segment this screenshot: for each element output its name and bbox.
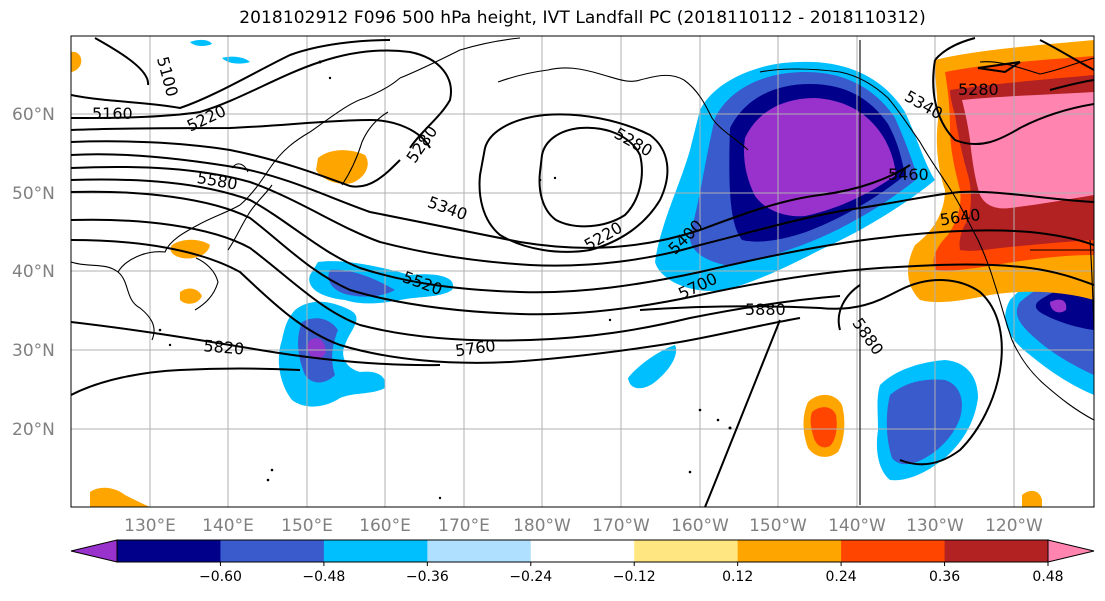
- lon-label-160w: 160°W: [671, 516, 729, 536]
- colorbar-tick-label: 0.24: [826, 569, 857, 585]
- chart-title: 2018102912 F096 500 hPa height, IVT Land…: [239, 8, 926, 28]
- lat-label-50n: 50°N: [12, 184, 55, 204]
- contour-label-5460: 5460: [888, 165, 929, 184]
- lon-label-150w: 150°W: [749, 516, 807, 536]
- positive-anomaly-patches: [71, 39, 1042, 507]
- height-contours: [71, 37, 1094, 507]
- colorbar-outline: [116, 539, 1049, 563]
- lon-label-140w: 140°W: [828, 516, 886, 536]
- map-frame: [70, 35, 1095, 508]
- lon-label-130w: 130°W: [906, 516, 964, 536]
- contour-label-5160: 5160: [92, 104, 133, 123]
- lon-label-170w: 170°W: [592, 516, 650, 536]
- colorbar-swatch: [841, 540, 946, 562]
- colorbar-swatch: [737, 540, 842, 562]
- negative-anomaly-gulf-of-alaska: [655, 61, 935, 291]
- lon-label-160e: 160°E: [359, 516, 411, 536]
- contour-label-5820: 5820: [203, 336, 245, 358]
- colorbar-swatch: [71, 540, 117, 562]
- longitude-labels: 130°E 140°E 150°E 160°E 170°E 180°W 170°…: [124, 516, 1043, 536]
- colorbar-swatch: [944, 540, 1049, 562]
- colorbar-swatch: [427, 540, 532, 562]
- latitude-labels: 60°N 50°N 40°N 30°N 20°N: [12, 105, 55, 440]
- colorbar-ticks: −0.60 −0.48 −0.36 −0.24 −0.12 0.12 0.24 0.36 0.4…: [199, 562, 1064, 585]
- lon-label-180w: 180°W: [513, 516, 571, 536]
- lon-label-150e: 150°E: [281, 516, 333, 536]
- colorbar-swatch: [530, 540, 635, 562]
- colorbar-tick-label: −0.48: [302, 569, 345, 585]
- lat-label-30n: 30°N: [12, 341, 55, 361]
- lat-label-40n: 40°N: [12, 262, 55, 282]
- colorbar-tick-label: −0.24: [509, 569, 552, 585]
- colorbar-tick-label: −0.12: [613, 569, 656, 585]
- colorbar-tick-label: −0.36: [406, 569, 449, 585]
- colorbar-swatch: [220, 540, 325, 562]
- contour-label-5280-east: 5280: [958, 80, 999, 99]
- colorbar-tick-label: 0.36: [929, 569, 960, 585]
- positive-anomaly-pacific-northwest: [908, 40, 1094, 303]
- contour-label-5880: 5880: [745, 300, 786, 319]
- lat-label-20n: 20°N: [12, 420, 55, 440]
- colorbar-tick-label: −0.60: [199, 569, 242, 585]
- lon-label-120w: 120°W: [985, 516, 1043, 536]
- coastlines: [71, 37, 1094, 505]
- colorbar-swatches: [71, 540, 1094, 562]
- lat-label-60n: 60°N: [12, 105, 55, 125]
- colorbar-tick-label: 0.48: [1032, 569, 1063, 585]
- negative-anomaly-subtropical-east-pacific: [876, 360, 978, 481]
- lon-label-170e: 170°E: [438, 516, 490, 536]
- map-content: 5100 5160 5220 5280 5340 5580 5520 5820 …: [71, 36, 1094, 507]
- lon-label-140e: 140°E: [202, 516, 254, 536]
- colorbar: −0.60 −0.48 −0.36 −0.24 −0.12 0.12 0.24 0.36 0.4…: [70, 539, 1095, 585]
- lon-label-130e: 130°E: [124, 516, 176, 536]
- colorbar-tick-label: 0.12: [722, 569, 753, 585]
- colorbar-swatch: [634, 540, 739, 562]
- colorbar-swatch: [323, 540, 428, 562]
- colorbar-swatch: [1048, 540, 1094, 562]
- colorbar-swatch: [117, 540, 221, 562]
